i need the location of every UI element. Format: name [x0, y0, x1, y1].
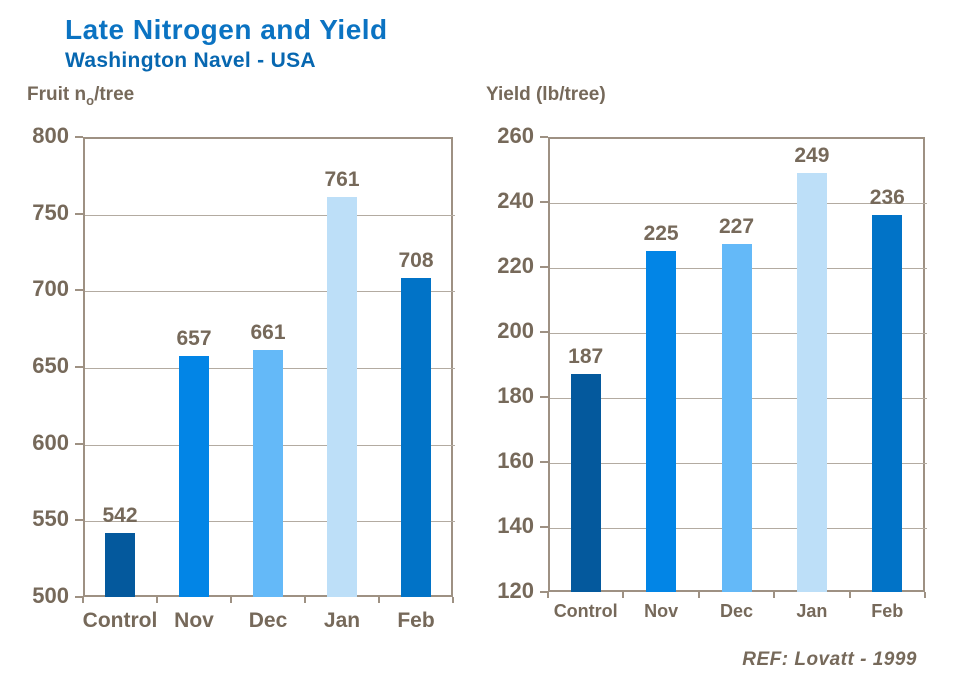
x-axis-category-label: Nov — [174, 609, 214, 632]
x-axis-tick — [82, 597, 84, 603]
y-axis-tick — [540, 331, 548, 333]
gridline — [85, 291, 455, 293]
y-axis-tick — [75, 596, 83, 598]
y-axis-tick — [540, 461, 548, 463]
y-axis-tick-label: 120 — [497, 578, 534, 603]
bar-control — [570, 374, 601, 592]
y-axis-tick — [75, 289, 83, 292]
y-axis-tick — [540, 266, 548, 268]
x-axis-tick — [304, 597, 306, 603]
y-axis-tick-label: 600 — [32, 429, 69, 455]
y-axis-tick — [75, 212, 83, 215]
bar-value-label: 761 — [324, 167, 360, 191]
bar-dec — [253, 350, 283, 597]
x-axis-tick — [848, 592, 851, 598]
x-axis-category-label: Control — [553, 601, 618, 621]
y-axis-tick-label: 180 — [497, 383, 534, 408]
x-axis-tick — [924, 592, 926, 598]
y-axis-tick-label: 650 — [32, 353, 69, 378]
axis-title: Fruit no/tree — [27, 84, 135, 108]
x-axis-category-label: Nov — [644, 601, 679, 621]
y-axis-tick — [540, 396, 548, 398]
bar-value-label: 225 — [643, 221, 679, 245]
bar-value-label: 708 — [398, 249, 434, 273]
x-axis-tick — [452, 597, 454, 603]
x-axis-category-label: Feb — [871, 601, 904, 621]
y-axis-tick — [75, 136, 83, 138]
x-axis-category-label: Dec — [719, 601, 754, 621]
y-axis-tick-label: 700 — [32, 276, 69, 302]
x-axis-tick — [156, 597, 158, 603]
axis-title: Yield (lb/tree) — [486, 84, 606, 105]
y-axis-tick-label: 200 — [497, 318, 534, 343]
bar-value-label: 661 — [250, 321, 286, 345]
reference-note: REF: Lovatt - 1999 — [742, 649, 917, 670]
bar-value-label: 249 — [794, 143, 830, 167]
bar-jan — [327, 196, 357, 597]
bar-jan — [796, 172, 827, 592]
page-title: Late Nitrogen and Yield — [65, 14, 388, 45]
y-axis-tick-label: 550 — [32, 506, 69, 532]
x-axis-tick — [622, 592, 625, 598]
y-axis-tick-label: 240 — [497, 188, 534, 213]
x-axis-tick — [773, 592, 776, 598]
gridline — [550, 203, 927, 204]
bar-value-label: 657 — [176, 327, 212, 351]
y-axis-tick-label: 220 — [497, 253, 534, 278]
x-axis-category-label: Jan — [796, 601, 828, 621]
y-axis-tick-label: 160 — [497, 448, 534, 473]
bar-value-label: 236 — [869, 186, 905, 209]
x-axis-category-label: Dec — [248, 609, 288, 632]
x-axis-category-label: Control — [82, 609, 158, 632]
bar-feb — [872, 215, 903, 592]
x-axis-tick — [547, 592, 549, 598]
gridline — [85, 214, 455, 216]
x-axis-tick — [230, 597, 232, 603]
y-axis-tick — [540, 526, 548, 528]
y-axis-tick — [540, 136, 548, 138]
page-subtitle: Washington Navel - USA — [65, 49, 316, 72]
bar-feb — [401, 278, 431, 597]
y-axis-tick-label: 260 — [497, 123, 534, 148]
y-axis-tick — [75, 519, 83, 522]
bar-nov — [646, 250, 677, 592]
y-axis-tick — [75, 366, 83, 368]
y-axis-tick — [540, 201, 548, 203]
bar-nov — [179, 356, 209, 597]
y-axis-tick-label: 500 — [32, 583, 69, 608]
x-axis-tick — [697, 592, 700, 598]
bar-value-label: 542 — [102, 503, 138, 527]
x-axis-category-label: Feb — [397, 609, 435, 632]
y-axis-tick — [540, 591, 548, 593]
bar-control — [105, 532, 135, 597]
y-axis-tick — [75, 442, 83, 445]
x-axis-tick — [378, 597, 380, 603]
x-axis-category-label: Jan — [323, 609, 361, 632]
y-axis-tick-label: 140 — [497, 513, 534, 538]
bar-value-label: 187 — [568, 345, 604, 369]
y-axis-tick-label: 750 — [32, 199, 69, 225]
y-axis-tick-label: 800 — [32, 123, 69, 148]
bar-value-label: 227 — [718, 215, 755, 239]
bar-dec — [721, 244, 752, 592]
